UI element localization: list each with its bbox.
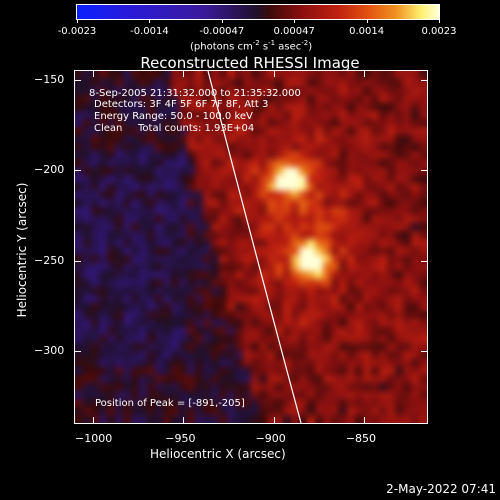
energy-range-text: Energy Range: 50.0 - 100.0 keV xyxy=(94,111,253,122)
colorbar-tick xyxy=(366,19,368,23)
y-tick-mark xyxy=(75,170,81,172)
colorbar-tick xyxy=(149,19,151,23)
y-tick-mark xyxy=(75,80,81,82)
x-axis-title: Heliocentric X (arcsec) xyxy=(150,447,286,461)
colorbar-tick xyxy=(439,19,440,23)
x-tick-mark xyxy=(363,417,365,423)
colorbar-tick xyxy=(294,19,296,23)
x-tick-mark xyxy=(273,71,275,77)
plot-timestamp: 2-May-2022 07:41 xyxy=(386,482,496,496)
y-tick-mark xyxy=(421,260,427,262)
y-axis-title: Heliocentric Y (arcsec) xyxy=(15,182,29,318)
colorbar-tick-label: -0.0023 xyxy=(57,26,97,37)
colorbar-tick-label: -0.0014 xyxy=(130,26,169,37)
colorbar-tick xyxy=(221,19,223,23)
y-tick-mark xyxy=(421,80,427,82)
rhessi-image xyxy=(75,71,427,423)
x-tick-label: −1000 xyxy=(75,432,113,445)
x-tick-mark xyxy=(183,417,185,423)
x-tick-label: −950 xyxy=(165,432,196,445)
x-tick-label: −900 xyxy=(255,432,286,445)
colorbar-tick-label: -0.00047 xyxy=(199,26,245,37)
x-tick-mark xyxy=(93,71,95,77)
colorbar-frame xyxy=(76,4,440,20)
colorbar-gradient xyxy=(77,5,439,19)
y-tick-label: −250 xyxy=(34,253,65,267)
y-tick-mark xyxy=(421,170,427,172)
x-tick-mark xyxy=(273,417,275,423)
colorbar-tick xyxy=(77,19,78,23)
colorbar-tick-label: 0.0023 xyxy=(421,26,457,37)
y-tick-label: −200 xyxy=(34,163,65,177)
solar-limb-line xyxy=(207,71,302,423)
x-tick-mark xyxy=(183,71,185,77)
y-tick-label: −300 xyxy=(34,343,65,357)
x-tick-mark xyxy=(363,71,365,77)
detectors-text: Detectors: 3F 4F 5F 6F 7F 8F, Att 3 xyxy=(94,99,269,110)
y-tick-mark xyxy=(75,260,81,262)
image-plot[interactable]: 8-Sep-2005 21:31:32.000 to 21:35:32.000 … xyxy=(74,70,428,424)
peak-position-text: Position of Peak = [-891,-205] xyxy=(95,398,245,409)
image-title: Reconstructed RHESSI Image xyxy=(140,54,360,72)
colorbar-tick-label: 0.00047 xyxy=(273,26,315,37)
total-counts-text: Total counts: 1.93E+04 xyxy=(138,123,255,134)
y-tick-mark xyxy=(75,350,81,352)
colorbar-tick-label: 0.0014 xyxy=(349,26,385,37)
colorbar-units: (photons cm-2 s-1 asec-2) xyxy=(190,39,313,53)
y-tick-label: −150 xyxy=(34,73,65,87)
algorithm-text: Clean xyxy=(94,123,123,134)
y-tick-mark xyxy=(421,350,427,352)
time-range-text: 8-Sep-2005 21:31:32.000 to 21:35:32.000 xyxy=(89,88,301,99)
x-tick-label: −850 xyxy=(345,432,377,445)
x-tick-mark xyxy=(93,417,95,423)
